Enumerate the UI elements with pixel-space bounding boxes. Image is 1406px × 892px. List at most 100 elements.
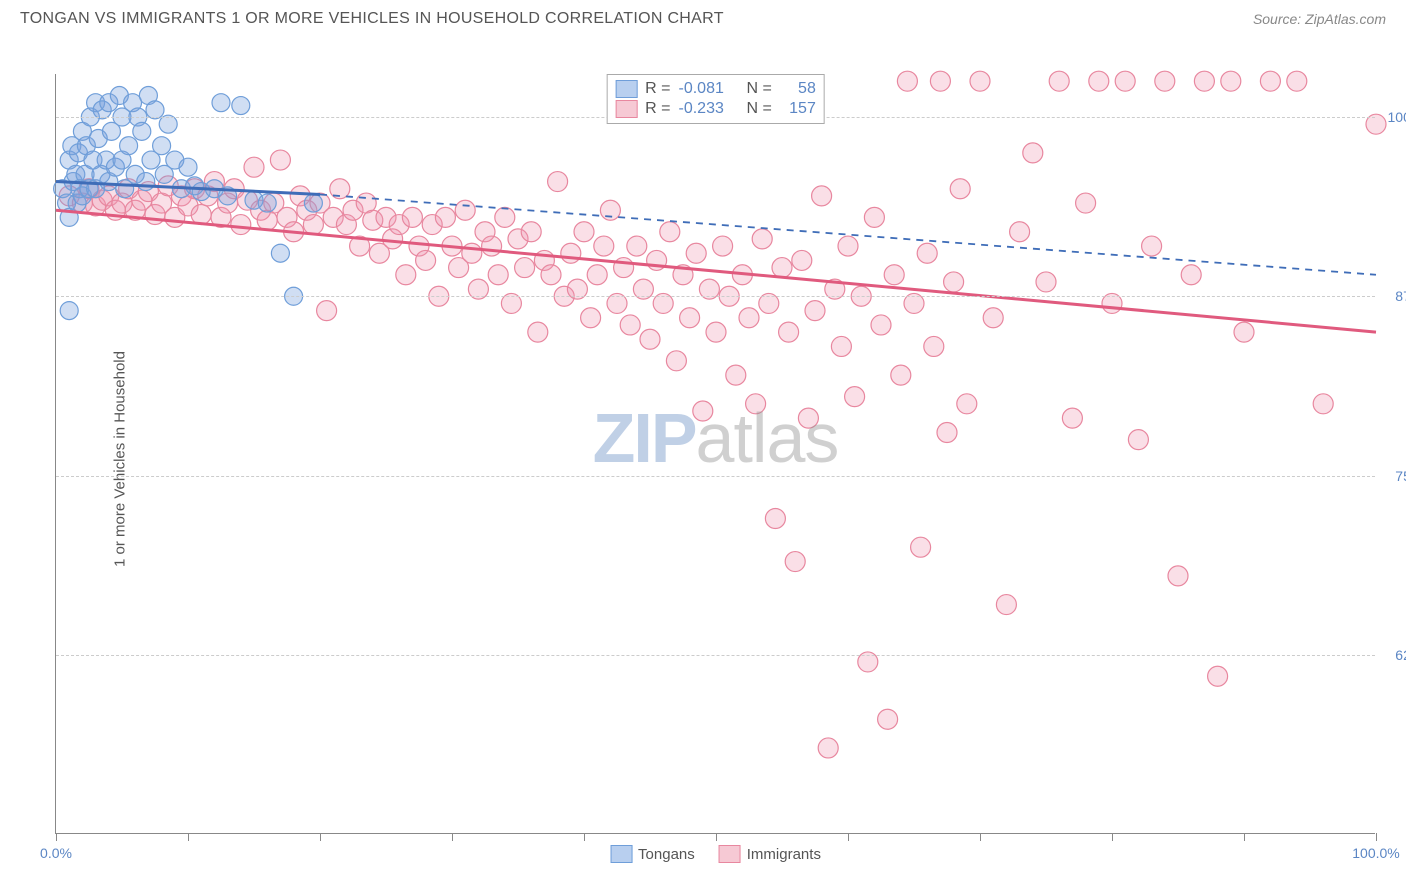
data-point: [878, 709, 898, 729]
data-point: [779, 322, 799, 342]
data-point: [528, 322, 548, 342]
data-point: [937, 422, 957, 442]
data-point: [1049, 71, 1069, 91]
data-point: [924, 336, 944, 356]
data-point: [739, 308, 759, 328]
data-point: [1036, 272, 1056, 292]
data-point: [231, 215, 251, 235]
data-point: [805, 301, 825, 321]
data-point: [482, 236, 502, 256]
data-point: [785, 552, 805, 572]
ytick-label: 87.5%: [1395, 288, 1406, 304]
ytick-label: 75.0%: [1395, 468, 1406, 484]
data-point: [713, 236, 733, 256]
data-point: [686, 243, 706, 263]
stats-legend: R =-0.081N =58R =-0.233N =157: [606, 74, 825, 124]
data-point: [521, 222, 541, 242]
data-point: [304, 194, 322, 212]
grid-line: [56, 296, 1375, 297]
xtick: [320, 833, 321, 841]
data-point: [666, 351, 686, 371]
data-point: [1260, 71, 1280, 91]
data-point: [838, 236, 858, 256]
data-point: [271, 244, 289, 262]
legend-swatch: [610, 845, 632, 863]
xtick-label: 0.0%: [40, 845, 72, 861]
data-point: [594, 236, 614, 256]
data-point: [1089, 71, 1109, 91]
legend-swatch: [615, 100, 637, 118]
data-point: [680, 308, 700, 328]
data-point: [693, 401, 713, 421]
data-point: [1287, 71, 1307, 91]
data-point: [1062, 408, 1082, 428]
data-point: [488, 265, 508, 285]
data-point: [317, 301, 337, 321]
data-point: [831, 336, 851, 356]
legend-n-label: N =: [747, 80, 772, 98]
xtick: [980, 833, 981, 841]
ytick-label: 100.0%: [1388, 109, 1406, 125]
data-point: [1194, 71, 1214, 91]
legend-r-label: R =: [645, 100, 670, 118]
data-point: [917, 243, 937, 263]
chart-container: 1 or more Vehicles in Household R =-0.08…: [0, 34, 1406, 884]
legend-row: R =-0.081N =58: [615, 79, 816, 99]
data-point: [1313, 394, 1333, 414]
data-point: [541, 265, 561, 285]
legend-row: R =-0.233N =157: [615, 99, 816, 119]
data-point: [957, 394, 977, 414]
data-point: [137, 173, 155, 191]
legend-series-name: Immigrants: [747, 846, 821, 863]
data-point: [812, 186, 832, 206]
xtick: [584, 833, 585, 841]
data-point: [396, 265, 416, 285]
legend-r-label: R =: [645, 80, 670, 98]
data-point: [1168, 566, 1188, 586]
data-point: [435, 207, 455, 227]
data-point: [60, 302, 78, 320]
data-point: [911, 537, 931, 557]
data-point: [495, 207, 515, 227]
data-point: [303, 215, 323, 235]
data-point: [561, 243, 581, 263]
legend-r-value: -0.233: [679, 100, 739, 118]
data-point: [930, 71, 950, 91]
data-point: [871, 315, 891, 335]
data-point: [455, 200, 475, 220]
data-point: [416, 250, 436, 270]
data-point: [660, 222, 680, 242]
legend-swatch: [719, 845, 741, 863]
data-point: [515, 258, 535, 278]
data-point: [1023, 143, 1043, 163]
data-point: [402, 207, 422, 227]
data-point: [845, 387, 865, 407]
data-point: [897, 71, 917, 91]
data-point: [1181, 265, 1201, 285]
data-point: [891, 365, 911, 385]
regression-line: [56, 210, 1376, 332]
data-point: [746, 394, 766, 414]
data-point: [627, 236, 647, 256]
data-point: [153, 137, 171, 155]
data-point: [640, 329, 660, 349]
source-label: Source: ZipAtlas.com: [1253, 11, 1386, 27]
data-point: [1128, 430, 1148, 450]
data-point: [1208, 666, 1228, 686]
data-point: [996, 595, 1016, 615]
xtick: [452, 833, 453, 841]
legend-r-value: -0.081: [679, 80, 739, 98]
data-point: [232, 97, 250, 115]
xtick-label: 100.0%: [1352, 845, 1399, 861]
data-point: [864, 207, 884, 227]
legend-n-value: 157: [780, 100, 816, 118]
data-point: [244, 157, 264, 177]
xtick: [1112, 833, 1113, 841]
data-point: [620, 315, 640, 335]
data-point: [792, 250, 812, 270]
data-point: [818, 738, 838, 758]
data-point: [133, 122, 151, 140]
data-point: [1155, 71, 1175, 91]
xtick: [716, 833, 717, 841]
data-point: [548, 172, 568, 192]
